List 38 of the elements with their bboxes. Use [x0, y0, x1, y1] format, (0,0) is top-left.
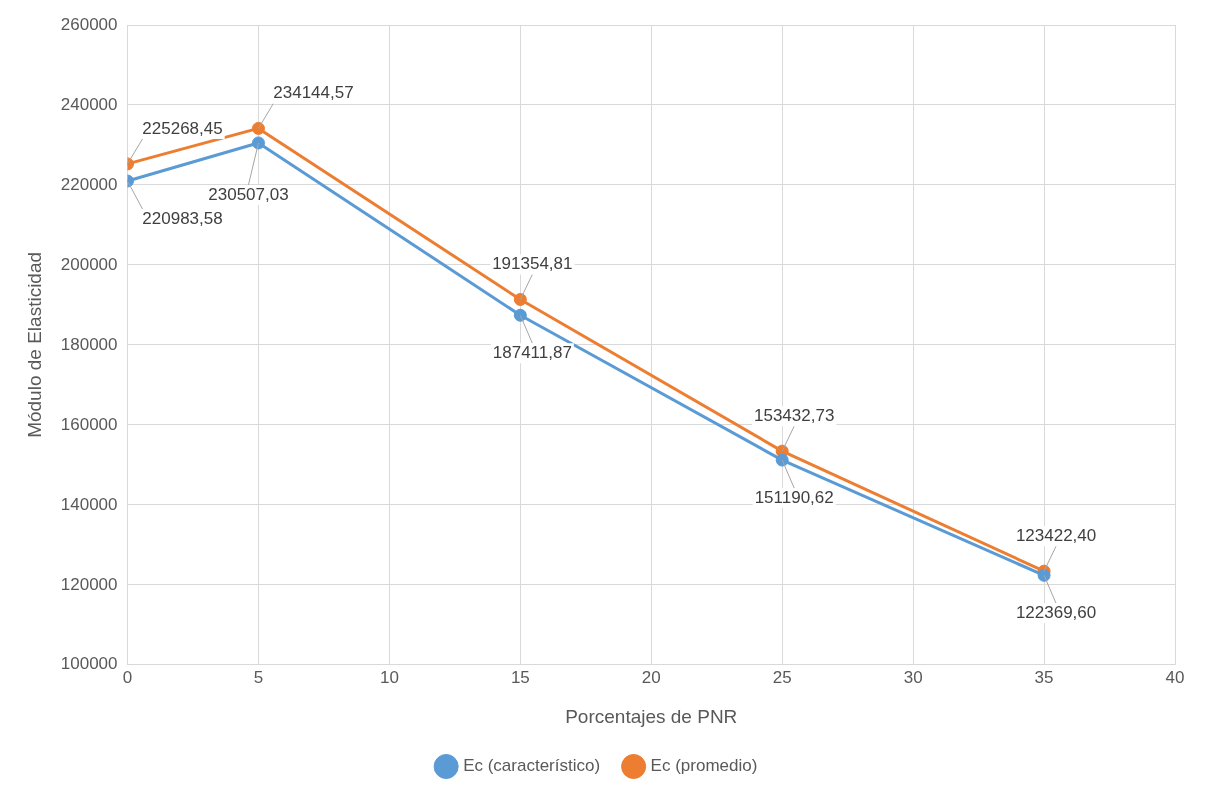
point: [251, 136, 265, 150]
data-label: 187411,87: [492, 342, 572, 362]
point: [513, 308, 527, 322]
data-label: 225268,45: [142, 118, 223, 138]
data-label: 191354,81: [492, 254, 573, 274]
point: [1037, 568, 1051, 582]
data-label: 123422,40: [1015, 525, 1097, 545]
y-tick-label: 100000: [60, 654, 118, 674]
y-axis-title: Módulo de Elasticidad: [23, 251, 45, 438]
y-tick-label: 220000: [60, 174, 118, 194]
point: [251, 121, 265, 135]
point: [775, 453, 789, 467]
y-tick-label: 180000: [60, 334, 118, 354]
x-axis-title: Porcentajes de PNR: [565, 705, 738, 727]
x-tick-label: 35: [1034, 667, 1054, 687]
x-tick-label: 25: [772, 667, 792, 687]
data-label: 220983,58: [142, 208, 223, 228]
x-tick-label: 20: [641, 667, 661, 687]
point: [513, 293, 527, 306]
x-tick-label: 5: [253, 667, 264, 687]
x-tick-label: 30: [903, 667, 923, 687]
data-label: 151190,62: [754, 487, 834, 507]
y-tick-label: 160000: [60, 414, 118, 434]
y-tick-label: 140000: [60, 494, 118, 514]
legend-label: Ec (promedio): [650, 756, 758, 776]
data-label: 122369,60: [1015, 603, 1097, 623]
x-tick-label: 0: [122, 667, 133, 687]
data-label: 230507,03: [208, 184, 289, 204]
y-tick-label: 120000: [60, 574, 118, 594]
data-label: 234144,57: [273, 83, 354, 103]
data-label: 153432,73: [754, 405, 835, 425]
y-tick-label: 240000: [60, 94, 118, 114]
x-tick-label: 40: [1165, 667, 1185, 687]
x-tick-label: 10: [379, 667, 399, 687]
y-tick-label: 260000: [60, 14, 118, 34]
y-tick-label: 200000: [60, 254, 118, 274]
x-tick-label: 15: [510, 667, 530, 687]
legend-label: Ec (característico): [463, 756, 601, 776]
